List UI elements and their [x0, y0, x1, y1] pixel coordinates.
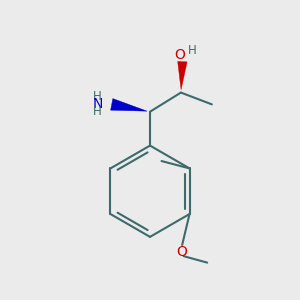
Text: H: H [93, 105, 102, 118]
Text: H: H [188, 44, 197, 57]
Text: H: H [93, 90, 102, 103]
Polygon shape [111, 99, 147, 111]
Text: N: N [92, 97, 103, 111]
Text: O: O [174, 48, 185, 62]
Text: O: O [177, 245, 188, 259]
Polygon shape [178, 61, 187, 90]
